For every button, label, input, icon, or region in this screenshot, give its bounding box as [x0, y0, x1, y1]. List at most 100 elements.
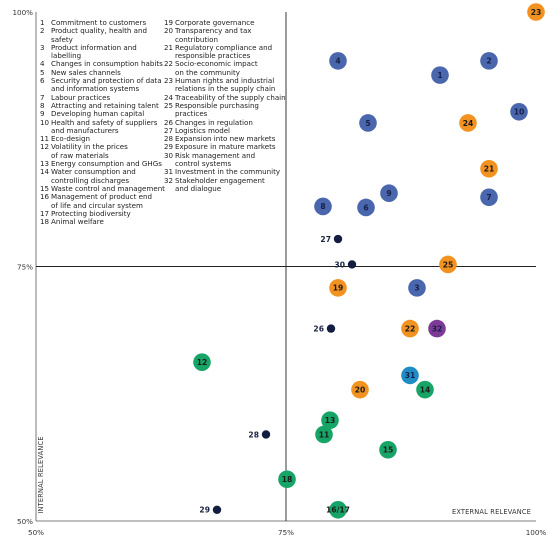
legend-item-number: 24 [164, 92, 174, 102]
legend-item-text: Attracting and retaining talent [51, 100, 159, 110]
legend-item-text: Expansion into new markets [175, 134, 276, 144]
legend-item-text: Changes in regulation [175, 117, 253, 127]
data-bubble [480, 188, 498, 207]
legend-item-number: 19 [164, 18, 174, 27]
legend-item-number: 29 [164, 142, 174, 152]
data-bubble [193, 353, 211, 371]
legend-item-text: Developing human capital [51, 109, 145, 119]
data-bubble [527, 3, 545, 21]
legend-item-text: Human rights and industrial relations in… [175, 76, 276, 94]
legend-item-text: Socio-economic impact on the community [175, 59, 258, 77]
legend-item: 1 Commitment to customers [40, 18, 165, 27]
legend-item-text: Transparency and tax contribution [175, 26, 252, 44]
legend-item-number: 25 [164, 100, 174, 110]
legend-item-number: 17 [40, 208, 50, 218]
data-point-10: 10 [510, 102, 528, 121]
legend-item-number: 10 [40, 117, 50, 127]
legend-item-number: 4 [40, 59, 45, 69]
legend-item: 23 Human rights and industrial relations … [164, 77, 289, 94]
data-label: 9 [386, 189, 391, 198]
legend-item: 13 Energy consumption and GHGs [40, 159, 165, 168]
legend-item-text: Investment in the community [175, 167, 281, 177]
legend-item-text: Responsible purchasing practices [175, 100, 259, 119]
legend-item-number: 21 [164, 42, 174, 52]
data-point-30: 30 [334, 260, 357, 269]
data-bubble [416, 380, 434, 399]
y-axis-title: INTERNAL RELEVANCE [37, 436, 45, 513]
x-axis-title: EXTERNAL RELEVANCE [452, 508, 531, 516]
data-point-21: 21 [480, 159, 498, 178]
data-label: 20 [355, 385, 366, 394]
data-point-25: 25 [439, 255, 457, 274]
data-bubble [510, 102, 528, 121]
legend-item-number: 32 [164, 175, 174, 185]
legend-item: 25 Responsible purchasing practices [164, 100, 289, 119]
data-point-32: 32 [428, 319, 446, 338]
legend-item-text: Corporate governance [175, 18, 255, 27]
legend-item: 24 Traceability of the supply chain [164, 92, 289, 102]
data-point-26: 26 [313, 324, 336, 333]
legend-item-text: Logistics model [175, 125, 231, 135]
legend-item-text: Exposure in mature markets [175, 142, 276, 152]
legend-item-number: 28 [164, 134, 174, 144]
legend-item-number: 2 [40, 26, 45, 36]
data-label: 25 [443, 260, 454, 269]
data-bubble [459, 114, 477, 132]
data-point-6: 6 [357, 198, 375, 217]
legend-item-number: 18 [40, 217, 50, 227]
legend-item-number: 1 [40, 18, 45, 27]
data-label: 13 [325, 416, 336, 425]
data-label: 18 [282, 475, 293, 484]
legend-item: 31 Investment in the community [164, 167, 289, 177]
data-bubble [431, 66, 449, 84]
legend-item-number: 16 [40, 192, 50, 202]
data-points: 12345678910111213141516/1718192021222324… [193, 3, 545, 519]
legend-item-number: 12 [40, 142, 50, 152]
data-label: 14 [420, 385, 431, 394]
data-label: 31 [405, 371, 416, 380]
data-point-23: 23 [527, 3, 545, 21]
data-point-19: 19 [329, 279, 347, 297]
data-point-24: 24 [459, 114, 477, 132]
data-point-18: 18 [278, 470, 296, 489]
data-bubble [380, 184, 398, 203]
data-label: 24 [463, 119, 474, 128]
data-bubble [379, 440, 397, 459]
data-point-11: 11 [315, 425, 333, 444]
legend-item: 9 Developing human capital [40, 109, 165, 119]
data-dot [326, 324, 336, 333]
data-point-20: 20 [351, 380, 369, 399]
data-label: 28 [248, 430, 259, 439]
x-tick-label: 50% [28, 528, 44, 537]
legend-column-2: 19 Corporate governance 20 Transparency and… [164, 18, 289, 193]
data-label: 5 [365, 119, 370, 128]
data-point-29: 29 [199, 505, 222, 515]
legend-item-number: 27 [164, 125, 174, 135]
legend-item-text: Animal welfare [51, 217, 104, 227]
data-point-13: 13 [321, 411, 339, 430]
legend-item: 7 Labour practices [40, 93, 165, 102]
data-label: 11 [319, 430, 330, 439]
legend-item: 15 Waste control and management [40, 184, 165, 193]
legend-item-text: Health and safety of suppliers and manuf… [51, 117, 158, 135]
data-label: 19 [333, 284, 344, 293]
data-label: 21 [484, 165, 495, 174]
legend-item-number: 8 [40, 100, 45, 110]
data-bubble [357, 198, 375, 217]
data-point-1: 1 [431, 66, 449, 84]
legend-item: 21 Regulatory compliance and responsible … [164, 42, 289, 61]
data-dot [347, 260, 357, 269]
data-label: 4 [335, 57, 340, 66]
data-label: 29 [199, 506, 210, 515]
data-label: 32 [432, 324, 443, 333]
legend-item-number: 6 [40, 76, 45, 86]
data-dot [212, 505, 222, 515]
legend-item: 30 Risk management and control systems [164, 150, 289, 169]
data-bubble [329, 501, 347, 519]
axis-ticks: 50% 75% 100% 50% 75% 100% [12, 8, 546, 537]
data-label: 15 [383, 446, 394, 455]
legend-item-text: New sales channels [51, 67, 121, 77]
axis-titles: EXTERNAL RELEVANCE INTERNAL RELEVANCE [37, 436, 531, 516]
legend-item-number: 30 [164, 150, 174, 160]
data-point-5: 5 [359, 114, 377, 132]
